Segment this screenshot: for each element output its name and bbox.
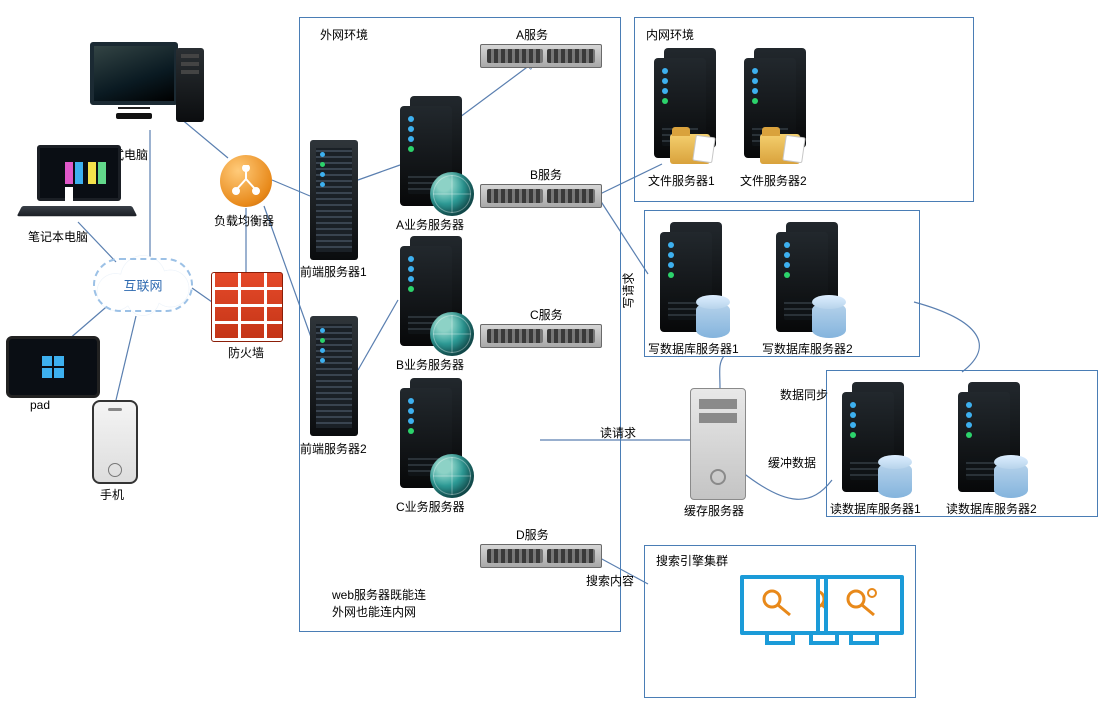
web-note: web服务器既能连 外网也能连内网 [332,586,426,620]
service-b-blade-icon [480,184,602,208]
search-cluster-label: 搜索引擎集群 [656,552,728,569]
db-cylinder-icon [878,462,912,498]
folder-icon [670,134,710,164]
db-cylinder-icon [696,302,730,338]
search-content-label: 搜索内容 [586,572,634,589]
firewall-label: 防火墙 [228,344,264,361]
rdb2-label: 读数据库服务器2 [946,500,1037,517]
biz-a-label: A业务服务器 [396,216,464,233]
d-svc-label: D服务 [516,526,549,543]
internet-label: 互联网 [88,276,198,295]
read-req-label: 读请求 [600,424,636,441]
int-env-label: 内网环境 [646,26,694,43]
globe-icon [430,454,474,498]
lb-label: 负载均衡器 [214,212,274,229]
cache-label: 缓存服务器 [684,502,744,519]
db-cylinder-icon [812,302,846,338]
c-svc-label: C服务 [530,306,563,323]
laptop-label: 笔记本电脑 [28,228,88,245]
internet-cloud-icon: 互联网 [88,250,198,320]
wdb1-label: 写数据库服务器1 [648,340,739,357]
front2-label: 前端服务器2 [300,440,367,457]
desktop-icon [90,42,210,132]
phone-label: 手机 [100,486,124,503]
front-server-1-icon [310,140,358,260]
b-svc-label: B服务 [530,166,562,183]
write-req-label: 写请求 [620,272,637,308]
diagram-stage: { "type": "network-architecture-diagram"… [0,0,1104,709]
globe-icon [430,172,474,216]
folder-icon [760,134,800,164]
firewall-icon [211,272,283,342]
front1-label: 前端服务器1 [300,263,367,280]
service-a-blade-icon [480,44,602,68]
cache-data-label: 缓冲数据 [768,454,816,471]
a-svc-label: A服务 [516,26,548,43]
phone-icon [92,400,138,484]
db-cylinder-icon [994,462,1028,498]
load-balancer-icon [220,155,272,207]
biz-c-label: C业务服务器 [396,498,465,515]
globe-icon [430,312,474,356]
biz-b-label: B业务服务器 [396,356,464,373]
data-sync-label: 数据同步 [780,386,828,403]
laptop-icon [22,145,132,220]
search-cluster-icon [740,575,900,685]
service-c-blade-icon [480,324,602,348]
service-d-blade-icon [480,544,602,568]
rdb1-label: 读数据库服务器1 [830,500,921,517]
file1-label: 文件服务器1 [648,172,715,189]
pad-label: pad [30,398,50,412]
tablet-icon [6,336,100,398]
wdb2-label: 写数据库服务器2 [762,340,853,357]
ext-env-label: 外网环境 [320,26,368,43]
file2-label: 文件服务器2 [740,172,807,189]
cache-server-icon [690,388,746,500]
front-server-2-icon [310,316,358,436]
